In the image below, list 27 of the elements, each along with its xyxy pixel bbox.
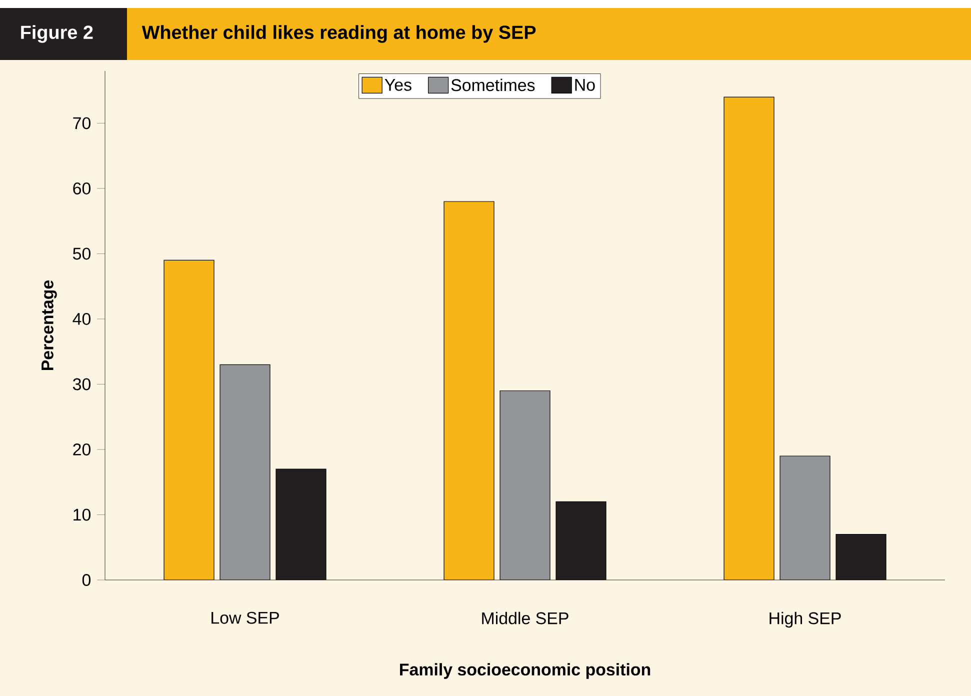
legend-label: Yes — [384, 79, 412, 91]
y-tick-label: 10 — [74, 508, 91, 521]
bar — [780, 456, 830, 580]
bar — [836, 534, 886, 580]
bar — [164, 260, 214, 580]
chart-title: Whether child likes reading at home by SEP — [142, 25, 536, 43]
caption: Figure 2 — [21, 25, 93, 43]
bar — [556, 502, 606, 580]
x-tick-label: High SEP — [770, 612, 841, 628]
y-tick-label: 60 — [73, 182, 91, 194]
bar — [444, 202, 494, 580]
bar — [724, 96, 774, 580]
y-tick-label: 50 — [72, 248, 91, 260]
y-tick-label: 30 — [72, 378, 91, 390]
y-tick-label: 0 — [82, 574, 91, 586]
x-axis-title: Family socioeconomic position — [400, 663, 650, 679]
y-tick-label: 20 — [73, 443, 91, 456]
bar — [220, 364, 270, 580]
y-axis-title: Percentage — [42, 280, 57, 370]
legend-label: No — [575, 79, 595, 91]
x-tick-label: Middle SEP — [482, 612, 568, 624]
y-tick-label: 70 — [73, 117, 91, 130]
legend-label: Sometimes — [451, 78, 535, 92]
y-tick-label: 40 — [72, 312, 91, 325]
x-tick-label: Low SEP — [212, 612, 279, 624]
bar — [500, 390, 550, 580]
bar — [276, 469, 326, 580]
